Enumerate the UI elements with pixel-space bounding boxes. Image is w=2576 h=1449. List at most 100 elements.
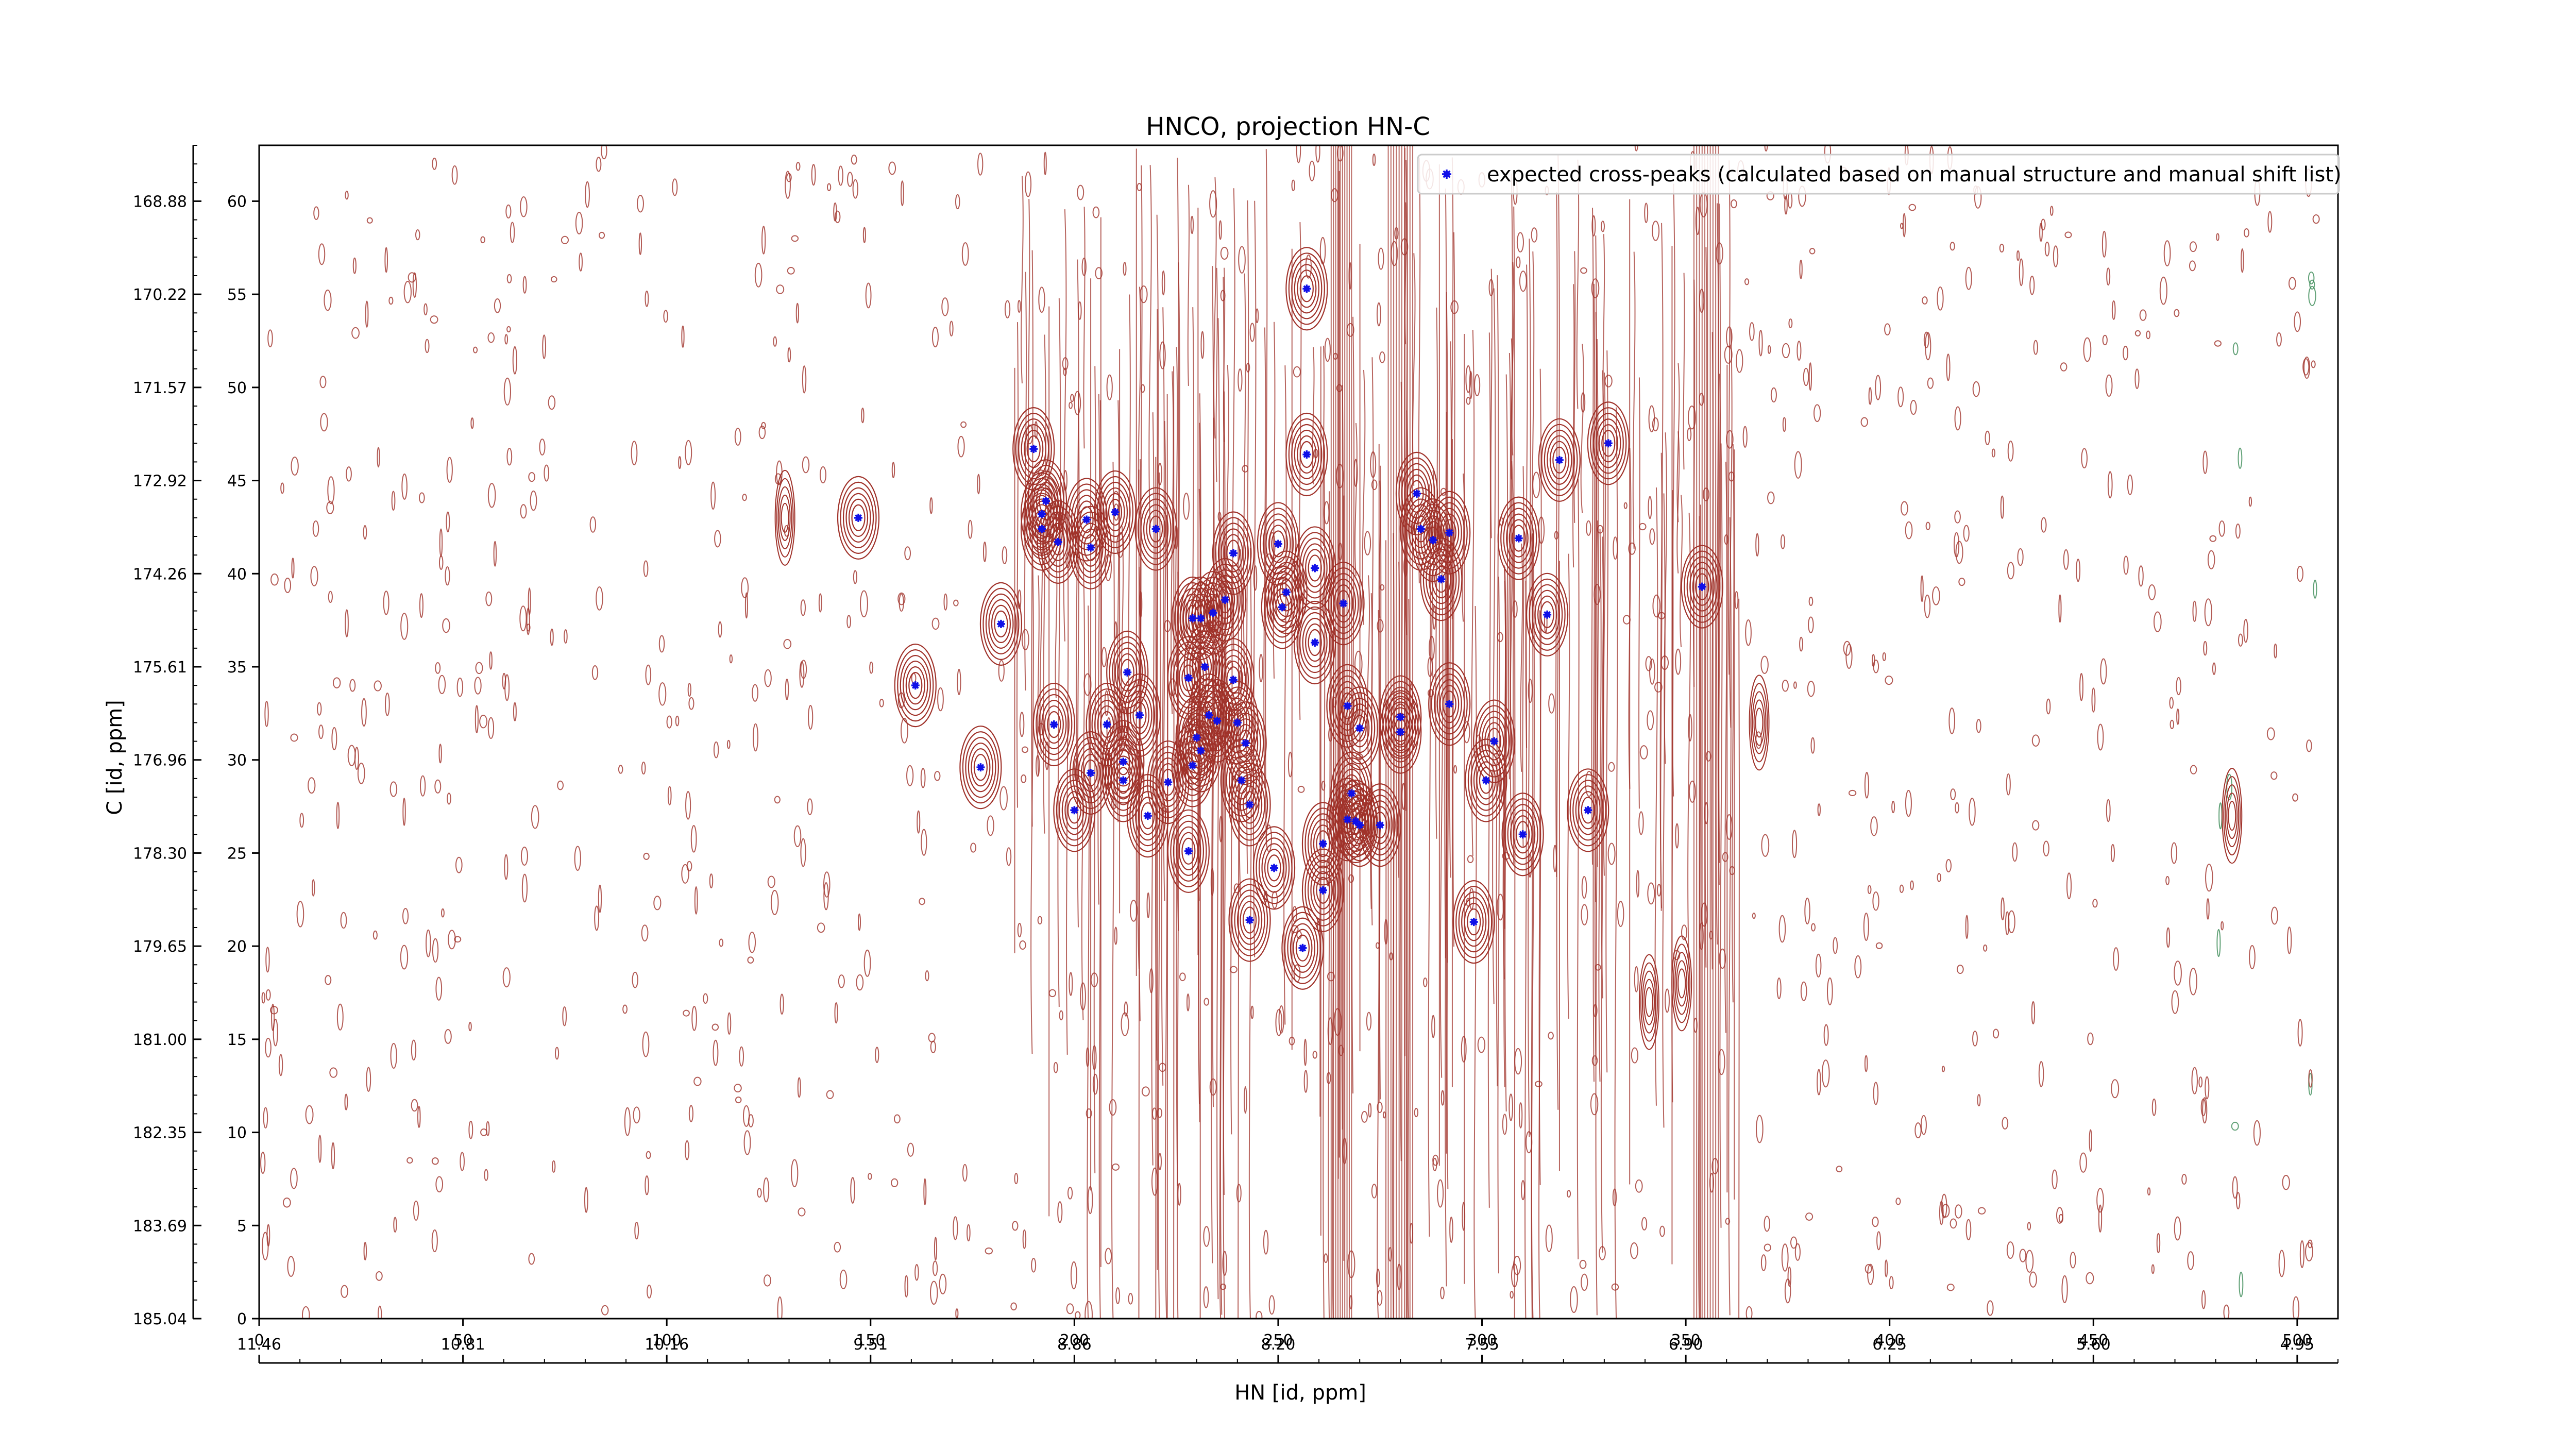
noise-contour	[1151, 1167, 1158, 1196]
noise-contour	[2174, 961, 2182, 986]
noise-streak	[1445, 412, 1448, 1154]
noise-contour	[1799, 259, 1803, 279]
noise-contour	[445, 566, 450, 586]
peak-contour	[1230, 713, 1261, 774]
noise-contour	[968, 519, 973, 539]
noise-contour	[1466, 397, 1471, 405]
noise-contour	[795, 162, 801, 171]
noise-contour	[1945, 859, 1952, 872]
noise-contour	[1903, 213, 1906, 238]
peak-contour	[1026, 435, 1041, 463]
peak-contour	[1029, 489, 1055, 539]
noise-contour	[2147, 1187, 2151, 1196]
peak-contour	[1217, 523, 1249, 584]
peak-contour	[1072, 511, 1109, 584]
noise-contour	[818, 593, 822, 613]
noise-contour	[599, 231, 605, 239]
noise-contour	[1331, 188, 1338, 203]
noise-contour	[1870, 816, 1878, 836]
noise-contour	[1648, 496, 1652, 519]
peak-contour	[1301, 848, 1345, 932]
noise-contour	[1699, 191, 1708, 217]
noise-contour	[1937, 873, 1942, 882]
noise-contour	[1509, 1093, 1513, 1121]
expected-peak-marker	[1221, 595, 1230, 604]
noise-contour	[1342, 1137, 1347, 1165]
noise-contour	[861, 407, 865, 424]
noise-contour	[385, 692, 390, 716]
noise-contour	[1889, 1276, 1894, 1289]
noise-contour	[345, 609, 349, 637]
noise-contour	[519, 605, 527, 632]
noise-streak	[1083, 207, 1086, 449]
noise-contour	[305, 1105, 314, 1124]
noise-streak	[1558, 561, 1561, 1171]
noise-contour	[2100, 658, 2107, 685]
peak-contour	[962, 731, 999, 804]
peak-contour	[1268, 556, 1305, 629]
noise-contour	[1965, 266, 1972, 290]
noise-contour	[817, 922, 825, 933]
noise-contour	[2198, 1076, 2203, 1088]
noise-contour	[1612, 1188, 1617, 1206]
peak-contour	[1341, 692, 1378, 765]
noise-streak	[1226, 364, 1230, 618]
noise-contour	[1787, 1266, 1792, 1287]
peak-contour	[2225, 784, 2240, 848]
peak-contour	[1500, 502, 1537, 575]
y-tick-label: 35	[227, 659, 247, 677]
noise-contour	[475, 662, 483, 675]
peak-contour	[1080, 528, 1101, 567]
noise-contour	[1652, 221, 1660, 241]
noise-contour	[1220, 246, 1229, 260]
noise-contour	[273, 1018, 278, 1047]
noise-contour	[601, 1305, 609, 1316]
noise-contour	[1905, 789, 1912, 817]
noise-contour	[1755, 533, 1759, 557]
noise-contour	[1965, 915, 1969, 939]
noise-contour	[1114, 621, 1117, 639]
noise-contour	[1303, 1038, 1307, 1066]
peak-contour	[1117, 653, 1138, 692]
noise-contour	[901, 718, 908, 744]
noise-contour	[735, 1096, 742, 1104]
noise-contour	[1461, 1036, 1467, 1063]
noise-contour	[2209, 535, 2217, 542]
noise-contour	[2089, 1129, 2092, 1152]
noise-contour	[2029, 275, 2035, 295]
noise-contour	[1972, 381, 1980, 397]
noise-contour	[2297, 1019, 2303, 1047]
peak-contour	[1120, 659, 1134, 686]
peak-contour	[1592, 413, 1624, 474]
peak-contour	[1264, 571, 1301, 644]
peak-contour	[1265, 550, 1308, 634]
peak-contour	[1326, 664, 1369, 748]
legend[interactable]: expected cross-peaks (calculated based o…	[1417, 154, 2342, 195]
expected-peak-marker	[1429, 536, 1437, 545]
peak-contour	[1234, 774, 1265, 835]
peak-contour	[1228, 763, 1271, 847]
noise-contour	[891, 462, 895, 478]
noise-contour	[1209, 1078, 1217, 1096]
noise-contour	[1716, 242, 1723, 265]
noise-contour	[506, 274, 512, 283]
noise-contour	[1031, 1258, 1037, 1273]
expected-peak-marker	[1698, 582, 1706, 591]
noise-contour	[1946, 353, 1951, 381]
noise-contour	[1297, 785, 1305, 793]
noise-streak	[1577, 479, 1580, 1259]
noise-streak	[1511, 262, 1515, 456]
noise-contour	[1580, 267, 1587, 274]
noise-contour	[1955, 541, 1963, 564]
noise-contour	[1004, 300, 1011, 318]
expected-peak-marker	[996, 619, 1005, 628]
peak-contour	[1504, 798, 1541, 871]
noise-contour	[658, 682, 667, 706]
y-ppm-tick-label: 175.61	[133, 659, 187, 677]
noise-contour	[1109, 1099, 1117, 1116]
peak-contour	[1479, 767, 1494, 794]
noise-contour	[432, 157, 437, 170]
noise-contour	[1488, 279, 1494, 296]
peak-contour	[1124, 684, 1156, 746]
noise-contour	[839, 1269, 848, 1290]
